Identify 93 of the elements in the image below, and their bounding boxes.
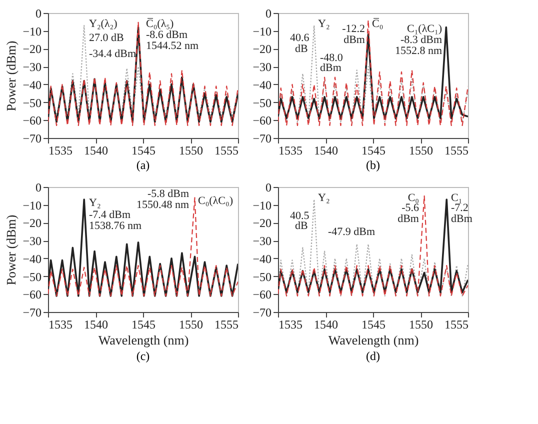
y-tick-label: −10 (252, 198, 272, 212)
text: (c) (136, 349, 150, 363)
y-tick-label: −20 (22, 216, 42, 230)
x-tick-label: 1550 (409, 144, 433, 158)
y-tick-label: −10 (252, 24, 272, 38)
text: (b) (366, 158, 380, 172)
y-tick-label: −70 (252, 306, 272, 320)
annotation: -34.4 dBm (89, 48, 136, 60)
y-tick-label: −30 (22, 60, 42, 74)
y-tick-label: −50 (252, 96, 272, 110)
annotation: 40.6 (290, 32, 310, 44)
text: (d) (366, 349, 380, 363)
y-tick-label: −30 (252, 60, 272, 74)
y-tick-label: 0 (36, 6, 42, 20)
x-tick-label: 1555 (214, 144, 238, 158)
x-tick-label: 1545 (362, 144, 386, 158)
annotation: -5.8 dBm (147, 188, 190, 200)
annotation: 40.5 (290, 210, 310, 222)
x-tick-label: 1535 (278, 144, 302, 158)
y-tick-label: −70 (252, 132, 272, 146)
x-tick-label: 1550 (179, 318, 203, 332)
annotation: 27.0 dB (89, 32, 124, 44)
y-axis-title: Power (dBm) (4, 214, 19, 286)
y-tick-label: −40 (252, 252, 272, 266)
annotation: Y₂ (318, 192, 330, 204)
y-tick-label: −60 (252, 114, 272, 128)
annotation: Y₂ (318, 18, 330, 30)
y-tick-label: 0 (266, 180, 272, 194)
y-tick-label: −50 (252, 270, 272, 284)
annotation: dBm (451, 213, 473, 225)
y-tick-label: −60 (22, 114, 42, 128)
y-tick-label: −20 (252, 42, 272, 56)
x-tick-label: 1545 (132, 144, 156, 158)
y-tick-label: −10 (22, 24, 42, 38)
y-tick-label: −20 (252, 216, 272, 230)
annotation: dB (295, 220, 308, 232)
y-tick-label: 0 (36, 180, 42, 194)
x-tick-label: 1555 (214, 318, 238, 332)
annotation: -8.3 dBm (400, 34, 442, 46)
annotation: C̅₀ (372, 18, 384, 30)
x-tick-label: 1535 (278, 318, 302, 332)
annotation: -12.2 (342, 23, 365, 35)
y-tick-label: −40 (252, 78, 272, 92)
y-tick-label: −70 (22, 306, 42, 320)
x-tick-label: 1540 (84, 318, 108, 332)
annotation: C₁(λC₁) (406, 23, 442, 35)
y-tick-label: −20 (22, 42, 42, 56)
annotation: -5.6 (402, 202, 420, 214)
annotation: -7.4 dBm (89, 209, 131, 221)
y-tick-label: −50 (22, 270, 42, 284)
annotation: dBm (344, 34, 366, 46)
annotation: 1538.76 nm (89, 220, 142, 232)
x-tick-label: 1540 (84, 144, 108, 158)
annotation: C₀ (408, 192, 420, 204)
x-tick-label: 1550 (409, 318, 433, 332)
x-axis-title: Wavelength (nm) (98, 332, 189, 348)
x-tick-label: 1545 (362, 318, 386, 332)
annotation: 1544.52 nm (146, 40, 199, 52)
x-tick-label: 1555 (444, 144, 468, 158)
y-tick-label: −40 (22, 252, 42, 266)
annotation: C̅₀(λ₅) (146, 18, 174, 30)
annotation: C₀(λC₀) (198, 195, 234, 207)
annotation: C₁ (451, 192, 462, 204)
x-tick-label: 1545 (132, 318, 156, 332)
annotation: -8.6 dBm (146, 29, 188, 41)
x-tick-label: 1540 (314, 318, 338, 332)
x-tick-label: 1535 (48, 318, 72, 332)
y-tick-label: −70 (22, 132, 42, 146)
annotation: Y₂(λ₂) (89, 18, 118, 30)
y-tick-label: −60 (252, 288, 272, 302)
y-tick-label: −30 (22, 234, 42, 248)
y-tick-label: −60 (22, 288, 42, 302)
x-axis-title: Wavelength (nm) (328, 332, 419, 348)
x-tick-label: 1535 (48, 144, 72, 158)
x-tick-label: 1540 (314, 144, 338, 158)
y-axis-title: Power (dBm) (4, 40, 19, 112)
annotation: -48.0 (320, 52, 344, 64)
annotation: dB (295, 43, 308, 55)
y-tick-label: −40 (22, 78, 42, 92)
annotation: 1552.8 nm (394, 45, 442, 57)
annotation: -7.2 (451, 202, 468, 214)
y-tick-label: −50 (22, 96, 42, 110)
annotation: -47.9 dBm (328, 226, 376, 238)
x-tick-label: 1550 (179, 144, 203, 158)
annotation: Y₂ (89, 197, 101, 209)
x-tick-label: 1555 (444, 318, 468, 332)
text: (a) (136, 158, 150, 172)
y-tick-label: −30 (252, 234, 272, 248)
y-tick-label: −10 (22, 198, 42, 212)
annotation: 1550.48 nm (136, 199, 190, 211)
y-tick-label: 0 (266, 6, 272, 20)
annotation: dBm (320, 62, 342, 74)
annotation: dBm (398, 213, 420, 225)
